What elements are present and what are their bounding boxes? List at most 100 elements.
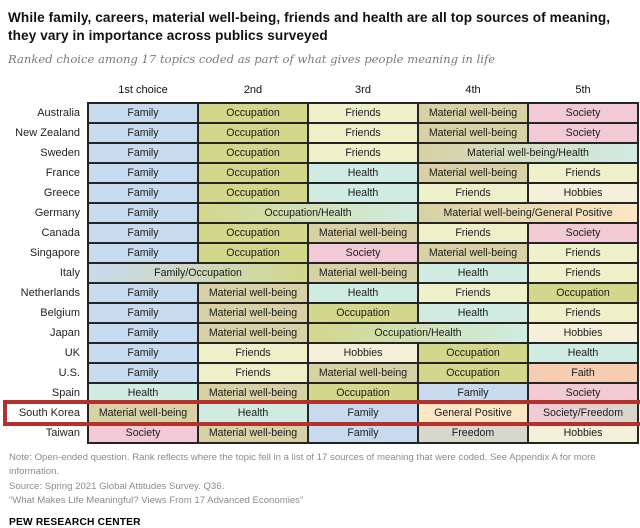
table-row: U.S. Family Friends Material well-being Occu… <box>8 361 639 384</box>
table-row: South Korea Material well-being Health Fami… <box>8 401 639 424</box>
country-label: Italy <box>8 262 88 283</box>
rank-cell: General Positive <box>417 401 529 424</box>
rank-cell: Material well-being <box>417 161 529 184</box>
rank-cell: Friends <box>527 301 639 324</box>
country-label: Taiwan <box>8 422 88 443</box>
rank-cell: Occupation <box>197 181 309 204</box>
rank-cell: Material well-being <box>417 121 529 144</box>
country-label: Germany <box>8 202 88 223</box>
rank-cell: Family/Occupation <box>87 261 309 284</box>
country-label: New Zealand <box>8 122 88 143</box>
column-header: 5th <box>528 77 638 103</box>
rank-cell: Health <box>87 381 199 404</box>
rank-cell: Friends <box>197 341 309 364</box>
rank-cell: Material well-being <box>197 321 309 344</box>
rank-cell: Occupation <box>527 281 639 304</box>
rank-cell: Material well-being <box>307 261 419 284</box>
rank-cell: Occupation <box>197 241 309 264</box>
column-header: 1st choice <box>88 77 198 103</box>
table-row: Greece Family Occupation Health Friends Hobbi… <box>8 181 639 204</box>
rank-cell: Health <box>527 341 639 364</box>
footer: Note: Open-ended question. Rank reflects… <box>8 451 632 528</box>
column-header: 3rd <box>308 77 418 103</box>
rank-cell: Family <box>87 101 199 124</box>
rank-cell: Family <box>87 281 199 304</box>
rank-cell: Society <box>87 421 199 444</box>
rank-cell: Society <box>527 121 639 144</box>
country-label: Spain <box>8 382 88 403</box>
table-row: Netherlands Family Material well-being Heal… <box>8 281 639 304</box>
rank-cell: Health <box>417 301 529 324</box>
rank-cell: Faith <box>527 361 639 384</box>
table-wrapper: 1st choice 2nd 3rd 4th 5th Australia Family Oc… <box>3 77 640 444</box>
note-text: Note: Open-ended question. Rank reflects… <box>9 451 596 478</box>
rank-cell: Occupation <box>197 101 309 124</box>
rank-cell: Society <box>527 101 639 124</box>
rank-cell: Family <box>87 341 199 364</box>
brand: PEW RESEARCH CENTER <box>9 517 141 528</box>
rank-cell: Freedom <box>417 421 529 444</box>
country-label: France <box>8 162 88 183</box>
table-row: Spain Health Material well-being Occupation… <box>8 381 639 404</box>
rank-cell: Family <box>87 121 199 144</box>
table-row: Germany Family Occupation/Health Material w… <box>8 201 639 224</box>
rank-cell: Hobbies <box>527 181 639 204</box>
rank-cell: Material well-being <box>307 361 419 384</box>
country-label: Japan <box>8 322 88 343</box>
rank-cell: Occupation <box>197 141 309 164</box>
rank-cell: Friends <box>527 261 639 284</box>
rank-table: 1st choice 2nd 3rd 4th 5th Australia Family Oc… <box>8 77 639 444</box>
rank-cell: Material well-being/General Positive <box>417 201 639 224</box>
corner-spacer <box>8 77 88 103</box>
table-row: France Family Occupation Health Material wel… <box>8 161 639 184</box>
rank-cell: Friends <box>197 361 309 384</box>
rank-cell: Family <box>87 201 199 224</box>
rank-cell: Family <box>307 421 419 444</box>
table-body: Australia Family Occupation Friends Material… <box>8 101 639 444</box>
table-row: UK Family Friends Hobbies Occupation Health <box>8 341 639 364</box>
rank-cell: Material well-being <box>197 281 309 304</box>
rank-cell: Family <box>307 401 419 424</box>
rank-cell: Health <box>197 401 309 424</box>
table-row: Italy Family/Occupation Material well-bein… <box>8 261 639 284</box>
rank-cell: Occupation <box>307 381 419 404</box>
rank-cell: Friends <box>527 161 639 184</box>
rank-cell: Family <box>87 241 199 264</box>
country-label: Canada <box>8 222 88 243</box>
rank-cell: Society <box>527 381 639 404</box>
rank-cell: Material well-being <box>417 241 529 264</box>
rank-cell: Society <box>527 221 639 244</box>
rank-cell: Society/Freedom <box>527 401 639 424</box>
table-row: New Zealand Family Occupation Friends Materi… <box>8 121 639 144</box>
rank-cell: Family <box>417 381 529 404</box>
source-text: Source: Spring 2021 Global Attitudes Sur… <box>9 480 225 492</box>
rank-cell: Material well-being <box>197 301 309 324</box>
rank-cell: Health <box>307 281 419 304</box>
rank-cell: Occupation <box>417 361 529 384</box>
country-label: Belgium <box>8 302 88 323</box>
rank-cell: Family <box>87 141 199 164</box>
rank-cell: Health <box>307 181 419 204</box>
rank-cell: Family <box>87 221 199 244</box>
rank-cell: Friends <box>417 181 529 204</box>
country-label: South Korea <box>8 402 88 423</box>
rank-cell: Hobbies <box>527 321 639 344</box>
page-subtitle: Ranked choice among 17 topics coded as p… <box>8 51 496 66</box>
rank-cell: Occupation <box>307 301 419 324</box>
rank-cell: Friends <box>417 281 529 304</box>
rank-cell: Material well-being <box>307 221 419 244</box>
table-row: Taiwan Society Material well-being Family Fr… <box>8 421 639 444</box>
table-row: Sweden Family Occupation Friends Material we… <box>8 141 639 164</box>
rank-cell: Material well-being <box>87 401 199 424</box>
country-label: Greece <box>8 182 88 203</box>
rank-cell: Occupation/Health <box>307 321 529 344</box>
rank-cell: Occupation/Health <box>197 201 419 224</box>
page-title: While family, careers, material well-bei… <box>8 10 611 43</box>
rank-cell: Family <box>87 301 199 324</box>
rank-cell: Material well-being <box>197 381 309 404</box>
table-row: Singapore Family Occupation Society Material… <box>8 241 639 264</box>
rank-cell: Material well-being <box>417 101 529 124</box>
rank-cell: Society <box>307 241 419 264</box>
table-row: Canada Family Occupation Material well-bein… <box>8 221 639 244</box>
